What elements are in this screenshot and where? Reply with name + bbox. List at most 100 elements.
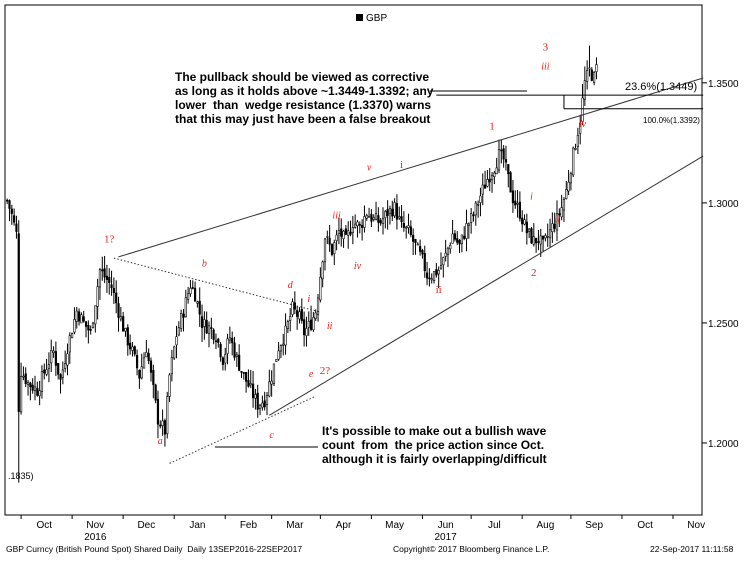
candle-body xyxy=(581,97,584,122)
legend: GBP xyxy=(356,13,387,24)
candle-body xyxy=(414,239,417,244)
candle-body xyxy=(333,242,336,255)
candle-body xyxy=(212,329,215,340)
candle-body xyxy=(279,345,283,352)
trendlines xyxy=(113,77,704,464)
candle-body xyxy=(228,337,231,341)
candle-body xyxy=(152,369,155,385)
y-tick-label: 1.2500 xyxy=(708,319,739,330)
candle-body xyxy=(110,284,113,289)
wave-label: 2 xyxy=(531,267,537,279)
candle-body xyxy=(29,382,32,388)
candle-body xyxy=(432,271,436,281)
candle-body xyxy=(358,224,361,226)
candle-body xyxy=(446,247,450,255)
candle-body xyxy=(497,148,501,171)
candle-body xyxy=(277,350,280,360)
candle-body xyxy=(330,243,334,255)
candle-body xyxy=(231,337,234,344)
candle-body xyxy=(493,172,496,177)
candle-body xyxy=(384,211,387,219)
candle-body xyxy=(354,223,357,228)
x-tick-label: Mar xyxy=(286,520,304,531)
candle-body xyxy=(15,223,18,232)
candle-body xyxy=(240,370,243,373)
candle-body xyxy=(254,394,257,399)
candle-body xyxy=(54,351,57,366)
candle-body xyxy=(525,221,528,234)
candle-body xyxy=(80,314,83,324)
wave-label: i xyxy=(307,294,310,305)
candle-body xyxy=(595,64,598,73)
candle-body xyxy=(210,327,213,330)
y-tick-label: 1.2000 xyxy=(708,439,739,450)
x-tick-label: Dec xyxy=(137,520,155,531)
candle-body xyxy=(463,235,466,239)
candle-body xyxy=(64,363,67,369)
candle-body xyxy=(68,335,71,353)
annotation-wave-count: It's possible to make out a bullish wave… xyxy=(322,424,547,466)
candle-body xyxy=(105,275,109,281)
candle-body xyxy=(307,320,310,328)
candle-body xyxy=(319,276,322,301)
candle-body xyxy=(398,216,401,219)
candle-body xyxy=(242,372,245,374)
candle-body xyxy=(425,272,429,279)
x-tick-label: Oct xyxy=(637,520,653,531)
wave-label: b xyxy=(202,259,207,270)
candle-body xyxy=(537,241,540,243)
candle-body xyxy=(217,338,220,343)
candle-body xyxy=(154,384,157,401)
annotation-pullback: The pullback should be viewed as correct… xyxy=(175,70,434,126)
candle-body xyxy=(268,381,271,397)
candle-body xyxy=(33,386,37,392)
candle-body xyxy=(321,261,324,280)
candle-body xyxy=(119,316,122,320)
candle-body xyxy=(490,175,494,181)
candle-body xyxy=(142,357,146,369)
candle-body xyxy=(31,384,34,391)
candle-body xyxy=(576,135,579,147)
candle-body xyxy=(523,219,526,225)
candle-body xyxy=(284,325,287,346)
candle-body xyxy=(423,253,426,272)
wave-label: d xyxy=(288,280,294,291)
candle-body xyxy=(224,354,227,364)
candle-body xyxy=(115,292,118,304)
candle-body xyxy=(574,148,577,150)
candle-body xyxy=(59,374,62,380)
candle-body xyxy=(588,67,591,70)
candle-body xyxy=(483,184,487,189)
candle-body xyxy=(256,392,259,410)
candle-body xyxy=(272,363,276,384)
candle-body xyxy=(26,381,30,385)
candle-body xyxy=(314,312,317,319)
candle-body xyxy=(416,243,419,246)
candle-body xyxy=(263,400,266,408)
fib-levels: 23.6%(1.3449) 100.0%(1.3392) xyxy=(215,81,704,448)
candle-body xyxy=(374,213,378,220)
candle-body xyxy=(521,217,524,225)
candle-body xyxy=(177,327,180,336)
candle-body xyxy=(96,286,99,307)
candle-body xyxy=(219,343,222,358)
candle-body xyxy=(98,269,102,288)
trendline-triangle-lower xyxy=(169,395,316,464)
candle-body xyxy=(75,310,78,322)
candle-body xyxy=(546,236,549,238)
wave-label: iii xyxy=(332,210,341,221)
candle-body xyxy=(238,354,241,371)
candle-body xyxy=(444,252,447,257)
candle-body xyxy=(247,380,250,387)
candle-body xyxy=(226,338,229,354)
candle-body xyxy=(52,350,55,353)
candle-body xyxy=(258,404,262,409)
candle-body xyxy=(379,220,382,224)
candle-body xyxy=(453,233,457,240)
legend-swatch xyxy=(356,14,363,21)
candle-body xyxy=(532,236,535,245)
trendline-triangle-upper xyxy=(113,257,321,313)
candle-body xyxy=(124,328,127,332)
